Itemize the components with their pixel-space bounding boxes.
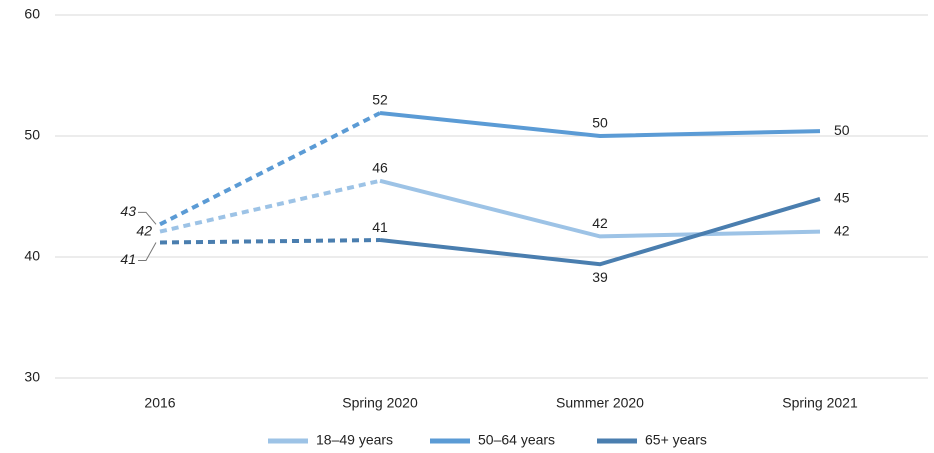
data-label: 50 [592,115,608,131]
data-label: 39 [592,269,608,285]
line [379,178,821,239]
line [379,111,821,139]
dashed-line [159,178,381,234]
data-label: 42 [592,215,608,231]
x-tick-label: Summer 2020 [556,395,644,411]
legend-label: 50–64 years [478,432,555,448]
data-label: 41 [372,219,388,235]
data-label: 43 [120,203,136,219]
data-label: 45 [834,190,850,206]
y-tick-label: 50 [24,127,40,143]
leader-line [138,242,157,261]
data-label: 52 [372,92,388,108]
x-tick-label: Spring 2020 [342,395,418,411]
y-tick-label: 60 [24,6,40,22]
leader-line [138,211,157,225]
x-tick-label: Spring 2021 [782,395,858,411]
data-label: 42 [834,222,850,238]
data-label: 41 [120,251,136,267]
x-tick-label: 2016 [144,395,175,411]
dashed-line [159,238,381,245]
data-label: 42 [136,222,152,238]
line [379,197,821,267]
legend-label: 18–49 years [316,432,393,448]
y-tick-label: 40 [24,248,40,264]
data-label: 46 [372,159,388,175]
data-label: 50 [834,122,850,138]
y-tick-label: 30 [24,369,40,385]
dashed-line [159,111,381,227]
legend-label: 65+ years [645,432,707,448]
